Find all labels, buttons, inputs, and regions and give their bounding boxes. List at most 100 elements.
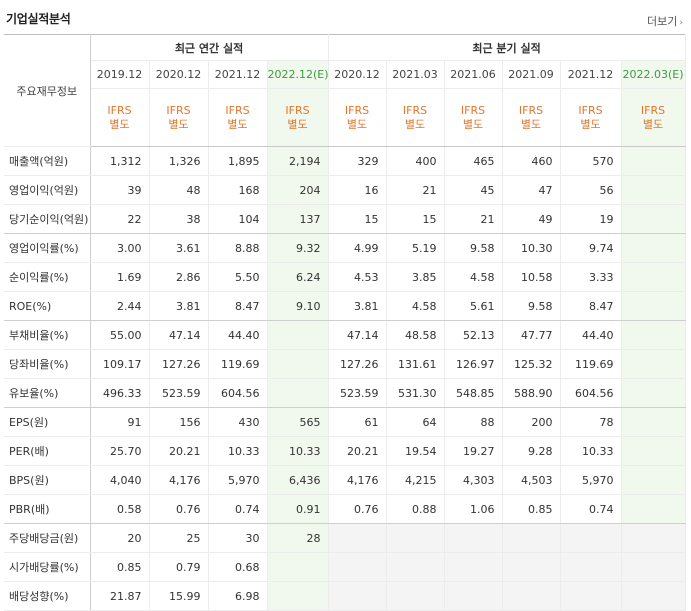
- quarter-value-cell: [621, 262, 686, 292]
- quarter-value-cell: [621, 581, 686, 611]
- quarter-value-cell: 131.61: [386, 349, 445, 379]
- annual-value-cell: 47.14: [149, 320, 209, 350]
- annual-value-cell: 0.85: [90, 552, 150, 582]
- quarter-value-cell: 4,176: [327, 465, 387, 495]
- separate-label: 별도: [580, 117, 601, 131]
- quarter-value-cell: [621, 523, 686, 553]
- quarter-value-cell: 4,215: [386, 465, 445, 495]
- quarter-value-cell: 15: [386, 204, 445, 234]
- table-row: ROE(%) 2.44 3.81 8.47 9.10 3.81 4.58 5.61 9.58 8.…: [4, 291, 686, 321]
- ifrs-label: IFRS: [640, 103, 666, 117]
- annual-value-cell: 48: [149, 175, 209, 205]
- quarter-value-cell: 0.85: [502, 494, 561, 524]
- row-label: PER(배): [4, 436, 91, 466]
- annual-value-cell: 6.24: [267, 262, 329, 292]
- annual-value-cell: 119.69: [208, 349, 268, 379]
- quarter-value-cell: 9.74: [560, 233, 622, 263]
- quarter-value-cell: 329: [327, 146, 387, 176]
- quarter-value-cell: [621, 291, 686, 321]
- annual-value-cell: 4,040: [90, 465, 150, 495]
- ifrs-label: IFRS: [578, 103, 603, 117]
- quarter-value-cell: [327, 552, 387, 582]
- chevron-right-icon: ›: [679, 18, 683, 28]
- separate-label: 별도: [287, 117, 308, 131]
- quarter-date-header: 2022.03(E): [621, 60, 686, 89]
- quarter-value-cell: 200: [502, 407, 561, 437]
- annual-value-cell: 156: [149, 407, 209, 437]
- separate-label: 별도: [227, 117, 248, 131]
- quarter-value-cell: 47.14: [327, 320, 387, 350]
- separate-label: 별도: [462, 117, 484, 131]
- ifrs-standard-label: IFRS 별도: [90, 88, 150, 147]
- ifrs-standard-label: IFRS 별도: [149, 88, 209, 147]
- more-link[interactable]: 더보기 ›: [647, 13, 683, 29]
- quarter-value-cell: 548.85: [444, 378, 503, 408]
- quarter-value-cell: 523.59: [327, 378, 387, 408]
- row-label: 당기순이익(억원): [4, 204, 91, 234]
- annual-date-header: 2021.12: [208, 60, 268, 89]
- quarter-value-cell: 10.58: [502, 262, 561, 292]
- quarter-value-cell: 19.54: [386, 436, 445, 466]
- quarter-value-cell: [621, 320, 686, 350]
- annual-value-cell: 604.56: [208, 378, 268, 408]
- annual-value-cell: 0.68: [208, 552, 268, 582]
- table-row: 시가배당률(%) 0.85 0.79 0.68: [4, 552, 686, 582]
- annual-value-cell: 565: [267, 407, 329, 437]
- annual-date-header: 2020.12: [149, 60, 209, 89]
- annual-value-cell: 38: [149, 204, 209, 234]
- separate-label: 별도: [346, 117, 368, 131]
- ifrs-standard-label: IFRS 별도: [444, 88, 503, 147]
- table-row: 매출액(억원) 1,312 1,326 1,895 2,194 329 400 465 460 5…: [4, 146, 686, 176]
- annual-value-cell: 3.00: [90, 233, 150, 263]
- quarter-value-cell: [621, 407, 686, 437]
- quarter-value-cell: [327, 523, 387, 553]
- quarter-value-cell: [621, 349, 686, 379]
- quarter-date-header: 2020.12: [327, 60, 387, 89]
- annual-value-cell: [267, 581, 329, 611]
- annual-value-cell: 9.32: [267, 233, 329, 263]
- quarter-value-cell: 588.90: [502, 378, 561, 408]
- annual-value-cell: 137: [267, 204, 329, 234]
- quarter-date-header: 2021.03: [386, 60, 445, 89]
- annual-value-cell: 9.10: [267, 291, 329, 321]
- annual-value-cell: 39: [90, 175, 150, 205]
- table-row: 부채비율(%) 55.00 47.14 44.40 47.14 48.58 52.13 47.…: [4, 320, 686, 350]
- quarter-value-cell: [386, 581, 445, 611]
- quarter-value-cell: 604.56: [560, 378, 622, 408]
- ifrs-standard-label: IFRS 별도: [327, 88, 387, 147]
- ifrs-standard-label: IFRS 별도: [502, 88, 561, 147]
- quarter-value-cell: 5,970: [560, 465, 622, 495]
- quarter-value-cell: [560, 581, 622, 611]
- table-row: 당기순이익(억원) 22 38 104 137 15 15 21 49 19: [4, 204, 686, 234]
- row-label: EPS(원): [4, 407, 91, 437]
- quarter-value-cell: [444, 523, 503, 553]
- quarter-date-header: 2021.06: [444, 60, 503, 89]
- section-header: 기업실적분석 더보기 ›: [0, 0, 691, 34]
- annual-value-cell: 204: [267, 175, 329, 205]
- quarter-value-cell: 64: [386, 407, 445, 437]
- quarter-value-cell: 1.06: [444, 494, 503, 524]
- row-label: 부채비율(%): [4, 320, 91, 350]
- annual-value-cell: 127.26: [149, 349, 209, 379]
- quarter-value-cell: [560, 552, 622, 582]
- annual-value-cell: 28: [267, 523, 329, 553]
- annual-value-cell: 2.44: [90, 291, 150, 321]
- annual-value-cell: 0.58: [90, 494, 150, 524]
- quarter-value-cell: 61: [327, 407, 387, 437]
- annual-value-cell: 20: [90, 523, 150, 553]
- annual-value-cell: 1.69: [90, 262, 150, 292]
- quarter-value-cell: 5.61: [444, 291, 503, 321]
- row-label: 배당성향(%): [4, 581, 91, 611]
- row-label: ROE(%): [4, 291, 91, 321]
- table-row: 당좌비율(%) 109.17 127.26 119.69 127.26 131.61 126…: [4, 349, 686, 379]
- annual-value-cell: 1,312: [90, 146, 150, 176]
- quarter-value-cell: 4.58: [444, 262, 503, 292]
- quarter-value-cell: 52.13: [444, 320, 503, 350]
- quarter-value-cell: 0.74: [560, 494, 622, 524]
- table-row: PER(배) 25.70 20.21 10.33 10.33 20.21 19.54 19.2…: [4, 436, 686, 466]
- ifrs-label: IFRS: [344, 103, 370, 117]
- quarter-value-cell: [621, 146, 686, 176]
- quarter-value-cell: 19: [560, 204, 622, 234]
- annual-value-cell: 523.59: [149, 378, 209, 408]
- annual-value-cell: 6.98: [208, 581, 268, 611]
